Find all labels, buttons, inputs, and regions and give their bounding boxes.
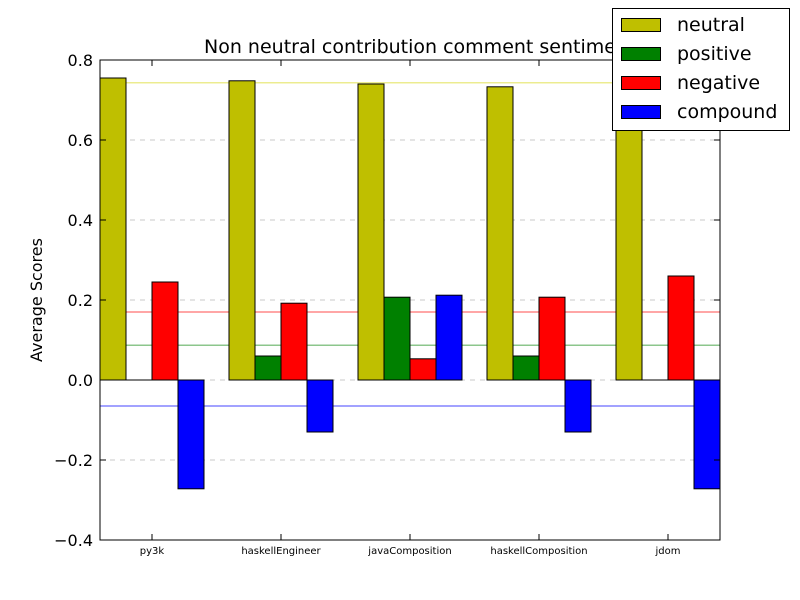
y-tick-label: 0.6 xyxy=(68,131,93,150)
legend-item-positive: positive xyxy=(621,43,752,65)
bar-negative-haskellComposition xyxy=(538,296,566,381)
y-tick-label: −0.2 xyxy=(54,451,93,470)
y-tick-label: 0.0 xyxy=(68,371,93,390)
x-tick-label: py3k xyxy=(140,546,165,557)
bars xyxy=(99,77,721,490)
x-tick-label: javaComposition xyxy=(367,546,451,557)
legend-label-compound: compound xyxy=(677,101,778,123)
bar-neutral-haskellComposition xyxy=(486,86,514,381)
y-axis-ticks: −0.4 −0.2 0.0 0.2 0.4 0.6 0.8 xyxy=(54,51,720,550)
bar-positive-javaComposition xyxy=(383,296,411,381)
bar-positive-haskellEngineer xyxy=(254,355,282,381)
x-axis-ticks: py3k haskellEngineer javaComposition haskel… xyxy=(140,60,681,557)
y-tick-label: 0.2 xyxy=(68,291,93,310)
bar-neutral-py3k xyxy=(99,77,127,381)
x-tick-label: haskellComposition xyxy=(490,546,587,557)
bar-neutral-jdom xyxy=(615,81,643,381)
legend-swatch-negative xyxy=(621,76,661,90)
legend-label-neutral: neutral xyxy=(677,14,745,36)
legend: neutral positive negative compound xyxy=(612,8,790,131)
y-tick-label: 0.8 xyxy=(68,51,93,70)
bar-positive-haskellComposition xyxy=(512,355,540,381)
legend-swatch-compound xyxy=(621,105,661,119)
bar-compound-javaComposition xyxy=(435,294,463,381)
bar-negative-haskellEngineer xyxy=(280,302,308,381)
legend-item-neutral: neutral xyxy=(621,14,745,36)
y-axis-label: Average Scores xyxy=(27,238,46,362)
bar-compound-py3k xyxy=(177,379,205,490)
bar-neutral-javaComposition xyxy=(357,83,385,381)
legend-swatch-positive xyxy=(621,47,661,61)
bar-compound-jdom xyxy=(693,379,721,490)
y-tick-label: −0.4 xyxy=(54,531,93,550)
legend-label-positive: positive xyxy=(677,43,752,65)
legend-item-negative: negative xyxy=(621,72,760,94)
bar-neutral-haskellEngineer xyxy=(228,80,256,381)
legend-label-negative: negative xyxy=(677,72,761,94)
bar-negative-jdom xyxy=(667,275,695,381)
bar-negative-javaComposition xyxy=(409,358,437,381)
legend-swatch-neutral xyxy=(621,18,661,32)
y-tick-label: 0.4 xyxy=(68,211,93,230)
chart-title: Non neutral contribution comment sentime xyxy=(204,36,616,58)
bar-compound-haskellEngineer xyxy=(306,379,334,433)
bar-negative-py3k xyxy=(151,281,179,381)
legend-item-compound: compound xyxy=(621,101,777,123)
x-tick-label: haskellEngineer xyxy=(241,546,321,557)
x-tick-label: jdom xyxy=(655,546,681,557)
bar-compound-haskellComposition xyxy=(564,379,592,433)
